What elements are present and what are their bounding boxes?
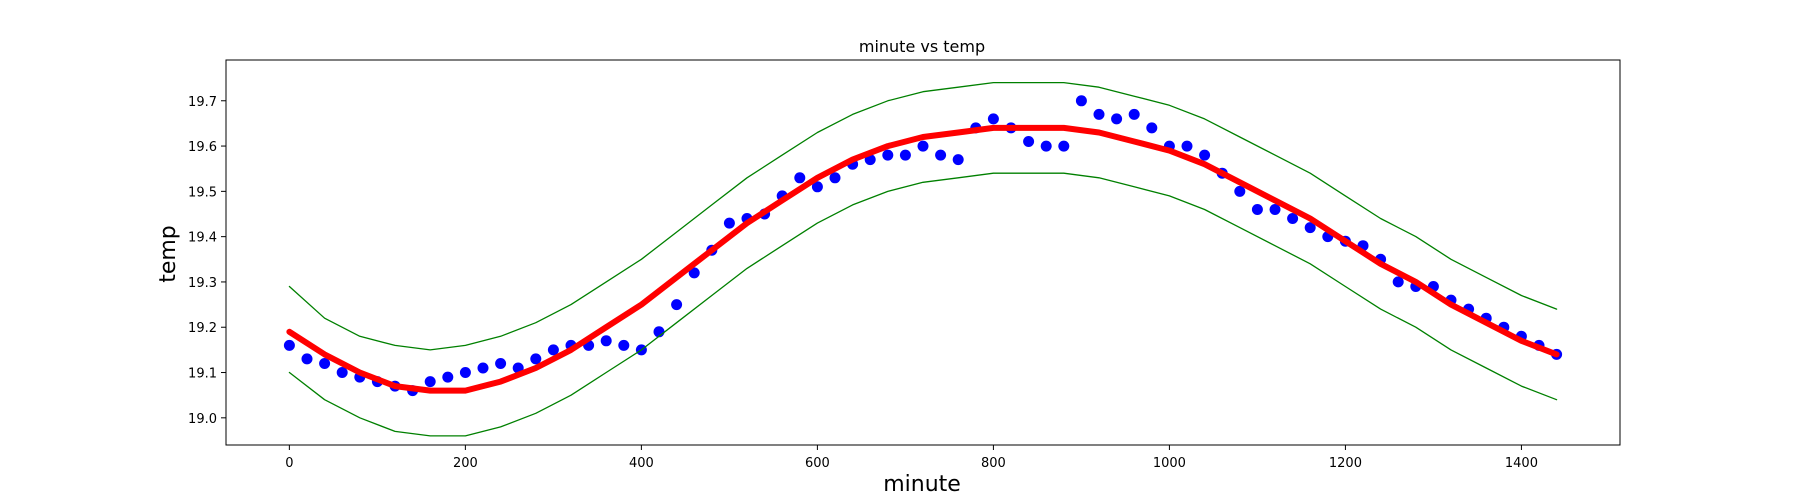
- y-tick-label: 19.6: [188, 140, 217, 155]
- y-axis-title: temp: [156, 225, 181, 283]
- x-tick-label: 600: [805, 456, 830, 471]
- scatter-point: [882, 149, 894, 161]
- scatter-point: [600, 335, 612, 347]
- chart-title: minute vs temp: [859, 37, 985, 56]
- scatter-point: [1040, 140, 1052, 152]
- scatter-point: [671, 299, 683, 311]
- scatter-point: [917, 140, 929, 152]
- plot-frame: [225, 59, 1621, 446]
- y-tick-label: 19.7: [188, 95, 217, 110]
- scatter-point: [1287, 213, 1299, 224]
- scatter-point: [495, 358, 507, 369]
- x-axis-title: minute: [883, 472, 961, 497]
- scatter-point: [283, 339, 295, 351]
- x-tick-label: 1400: [1505, 456, 1538, 471]
- scatter-point: [336, 367, 348, 378]
- scatter-point: [1199, 149, 1211, 161]
- y-tick-label: 19.4: [188, 231, 217, 246]
- upper-bound-line: [288, 81, 1558, 351]
- fit-curve-line: [286, 124, 1560, 394]
- scatter-point: [1181, 140, 1193, 152]
- scatter-point: [301, 353, 313, 365]
- scatter-points: [283, 95, 1563, 397]
- scatter-point: [1269, 204, 1281, 215]
- scatter-point: [530, 353, 542, 365]
- scatter-point: [1058, 140, 1070, 152]
- y-tick-label: 19.3: [188, 276, 217, 291]
- y-tick-label: 19.1: [188, 367, 217, 382]
- scatter-point: [477, 362, 489, 374]
- scatter-point: [935, 149, 947, 161]
- y-tick-label: 19.0: [188, 412, 217, 427]
- scatter-point: [1023, 136, 1035, 147]
- scatter-point: [1146, 122, 1158, 134]
- scatter-point: [899, 149, 911, 161]
- plot-area: [283, 81, 1563, 437]
- scatter-point: [723, 217, 735, 229]
- scatter-point: [987, 113, 999, 125]
- scatter-point: [1392, 276, 1404, 288]
- scatter-point: [319, 358, 331, 369]
- scatter-point: [688, 267, 700, 279]
- scatter-point: [1234, 185, 1246, 197]
- y-tick-label: 19.2: [188, 321, 217, 336]
- scatter-point: [442, 371, 454, 383]
- x-tick-label: 800: [981, 456, 1006, 471]
- scatter-point: [459, 367, 471, 378]
- x-tick-label: 1000: [1153, 456, 1186, 471]
- scatter-point: [1075, 95, 1087, 107]
- scatter-point: [1093, 108, 1105, 120]
- lower-bound-line: [288, 172, 1558, 437]
- scatter-point: [952, 154, 964, 166]
- y-tick-label: 19.5: [188, 185, 217, 200]
- scatter-point: [1111, 113, 1123, 125]
- scatter-point: [1128, 108, 1140, 120]
- y-axis: 19.0 19.1 19.2 19.3 19.4 19.5 19.6 19.7: [188, 95, 226, 427]
- scatter-point: [1304, 222, 1316, 234]
- scatter-point: [618, 339, 630, 351]
- scatter-point: [829, 172, 841, 184]
- scatter-point: [811, 181, 823, 193]
- x-tick-label: 0: [285, 456, 293, 471]
- x-tick-label: 200: [453, 456, 478, 471]
- x-tick-label: 1200: [1329, 456, 1362, 471]
- scatter-point: [547, 344, 559, 356]
- scatter-point: [1251, 204, 1263, 215]
- scatter-point: [424, 376, 436, 388]
- x-tick-label: 400: [629, 456, 654, 471]
- x-axis: 0 200 400 600 800 1000 1200 1400: [285, 445, 1538, 471]
- scatter-point: [794, 172, 806, 184]
